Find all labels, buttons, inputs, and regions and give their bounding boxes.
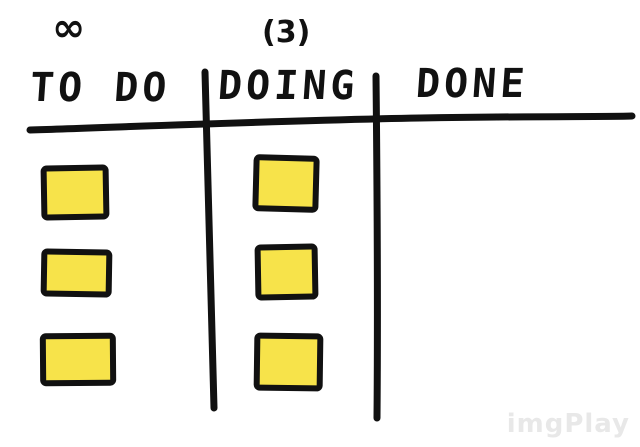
todo-card-3[interactable] <box>39 332 117 387</box>
doing-card-1[interactable] <box>252 154 320 213</box>
column-divider-doing-done <box>372 72 381 422</box>
column-divider-todo-doing <box>201 68 218 412</box>
todo-card-2[interactable] <box>40 248 113 298</box>
column-title-doing: DOING <box>216 63 361 109</box>
watermark-logo: imgPlay <box>506 409 630 439</box>
header-divider-line <box>26 112 636 134</box>
doing-card-3[interactable] <box>253 332 324 392</box>
doing-card-2[interactable] <box>254 243 319 301</box>
column-title-todo: TO DO <box>28 65 173 111</box>
todo-card-1[interactable] <box>40 164 110 221</box>
wip-limit-doing: (3) <box>262 15 311 50</box>
wip-limit-todo: ∞ <box>52 5 86 51</box>
column-title-done: DONE <box>414 61 530 107</box>
